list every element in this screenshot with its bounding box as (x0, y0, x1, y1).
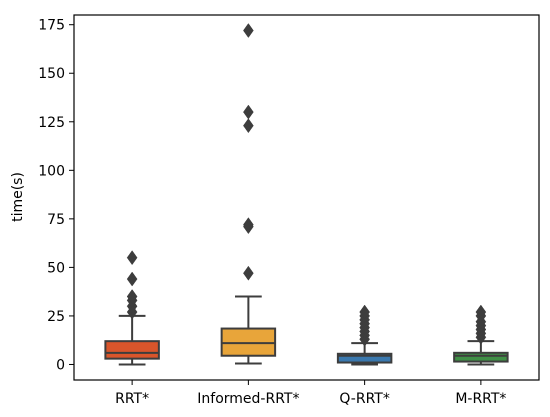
y-tick-label: 75 (47, 212, 65, 228)
y-tick-label: 150 (38, 66, 65, 82)
outlier-point (126, 250, 138, 266)
box-group (336, 304, 393, 366)
x-axis: RRT* Informed-RRT* Q-RRT* M-RRT* (115, 380, 506, 407)
box-group (453, 304, 509, 366)
box-group (104, 250, 160, 366)
x-tick-label: Q-RRT* (339, 391, 389, 407)
box-group (220, 23, 277, 365)
outlier-point (243, 217, 254, 233)
outlier-point (475, 304, 487, 320)
outlier-point (243, 118, 254, 134)
plot-area (104, 23, 509, 366)
y-axis: 0 25 50 75 100 125 150 175 (38, 18, 74, 373)
y-tick-label: 25 (47, 309, 65, 325)
y-tick-label: 175 (38, 18, 65, 34)
x-tick-label: M-RRT* (455, 391, 506, 407)
outlier-point (359, 304, 370, 320)
axes-frame (73, 14, 540, 381)
outlier-point (243, 23, 254, 38)
outlier-point (126, 289, 138, 304)
outlier-point (126, 271, 138, 287)
outlier-point (243, 265, 254, 281)
y-axis-label: time(s) (10, 172, 26, 222)
outlier-point (243, 104, 254, 120)
box-iqr (336, 352, 393, 364)
box-iqr (453, 351, 509, 363)
y-tick-label: 100 (38, 163, 65, 179)
x-tick-label: RRT* (115, 391, 149, 407)
box-iqr (104, 340, 160, 360)
y-tick-label: 50 (47, 260, 65, 276)
y-tick-label: 0 (56, 357, 65, 373)
y-tick-label: 125 (38, 115, 65, 131)
x-tick-label: Informed-RRT* (197, 391, 299, 407)
